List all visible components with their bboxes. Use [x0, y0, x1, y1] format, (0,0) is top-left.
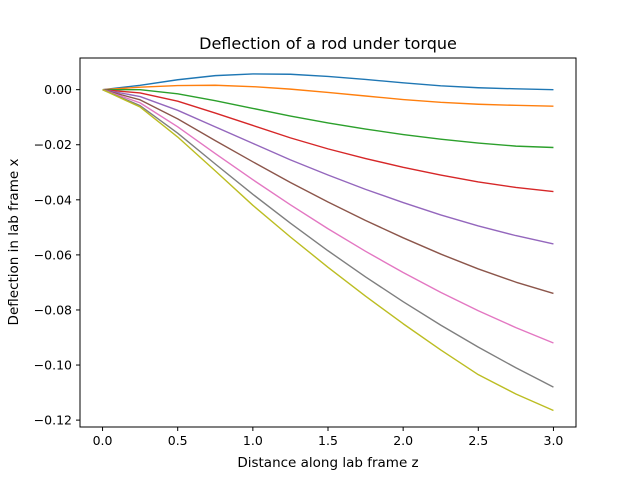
- y-tick-label: −0.06: [34, 247, 72, 262]
- x-tick-label: 3.0: [544, 433, 564, 448]
- x-tick-label: 0.5: [168, 433, 188, 448]
- chart-title: Deflection of a rod under torque: [199, 34, 457, 53]
- y-tick-label: −0.12: [34, 413, 72, 428]
- y-axis-label: Deflection in lab frame x: [6, 159, 22, 326]
- x-axis: 0.0 0.5 1.0 1.5 2.0 2.5 3.0: [93, 427, 564, 448]
- x-tick-label: 2.5: [468, 433, 488, 448]
- y-tick-label: −0.04: [34, 192, 72, 207]
- series-line: [102, 88, 554, 295]
- series-line: [102, 88, 554, 149]
- y-tick-label: −0.02: [34, 137, 72, 152]
- x-tick-label: 2.0: [393, 433, 413, 448]
- series-lines: [102, 73, 554, 412]
- x-tick-label: 1.0: [243, 433, 263, 448]
- x-axis-label: Distance along lab frame z: [237, 455, 418, 471]
- series-line: [102, 88, 554, 193]
- y-tick-label: −0.10: [34, 358, 72, 373]
- series-line: [102, 89, 554, 412]
- series-line: [102, 89, 554, 388]
- y-axis: 0.00 −0.02 −0.04 −0.06 −0.08 −0.10 −0.12: [34, 82, 80, 428]
- series-line: [102, 73, 554, 91]
- x-tick-label: 1.5: [318, 433, 338, 448]
- y-tick-label: −0.08: [34, 302, 72, 317]
- plot-frame: [79, 57, 577, 428]
- series-line: [102, 88, 554, 245]
- series-line: [102, 84, 554, 107]
- series-line: [102, 89, 554, 344]
- y-tick-label: 0.00: [44, 82, 72, 97]
- x-tick-label: 0.0: [93, 433, 113, 448]
